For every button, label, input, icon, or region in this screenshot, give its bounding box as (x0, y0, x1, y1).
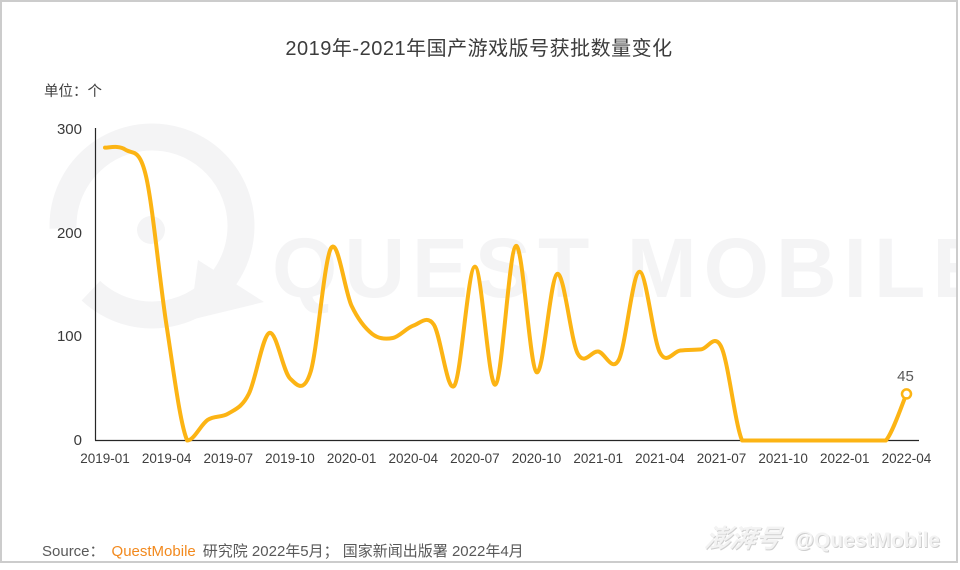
x-axis-labels: 2019-01 2019-04 2019-07 2019-10 2020-01 2020-… (2, 2, 956, 482)
x-tick-label: 2022-01 (820, 451, 870, 466)
x-tick-label: 2021-07 (696, 451, 747, 466)
unit-label: 单位：个 (44, 84, 102, 100)
source-prefix: Source： (42, 543, 105, 560)
chart-title: 2019年-2021年国产游戏版号获批数量变化 (285, 38, 673, 60)
y-tick-label: 0 (73, 431, 82, 449)
source-suffix: 研究院 2022年5月； 国家新闻出版署 2022年4月 (202, 543, 524, 560)
x-tick-label: 2019-07 (203, 451, 254, 466)
watermark-text: QUEST MOBILE (272, 221, 958, 315)
x-tick-label: 2020-04 (388, 451, 439, 466)
source-line: Source： QuestMobile 研究院 2022年5月； 国家新闻出版署 2… (42, 540, 524, 561)
y-tick-label: 300 (56, 121, 82, 138)
x-tick-label: 2021-04 (635, 451, 685, 466)
line-path (103, 144, 909, 443)
x-tick-label: 2020-07 (450, 451, 500, 466)
x-tick-label: 2022-04 (881, 451, 932, 466)
pengpai-logo: 澎湃号 (703, 525, 784, 553)
x-tick-label: 2019-10 (265, 451, 315, 466)
end-marker (900, 388, 913, 400)
source-brand: QuestMobile (111, 543, 196, 560)
end-value-label: 45 (897, 368, 914, 385)
pengpai-badge: 澎湃号 @QuestMobile (703, 519, 941, 555)
x-tick-label: 2020-01 (326, 451, 377, 466)
questmobile-handle: @QuestMobile (793, 529, 941, 552)
y-axis-labels: 300 200 100 0 (30, 2, 82, 462)
x-tick-label: 2020-10 (511, 451, 562, 466)
x-tick-label: 2021-01 (573, 451, 623, 466)
y-tick-label: 100 (56, 328, 82, 345)
x-tick-label: 2021-10 (758, 451, 808, 466)
y-tick-label: 200 (56, 224, 82, 242)
x-tick-label: 2019-01 (80, 451, 130, 466)
x-tick-label: 2019-04 (141, 451, 192, 466)
